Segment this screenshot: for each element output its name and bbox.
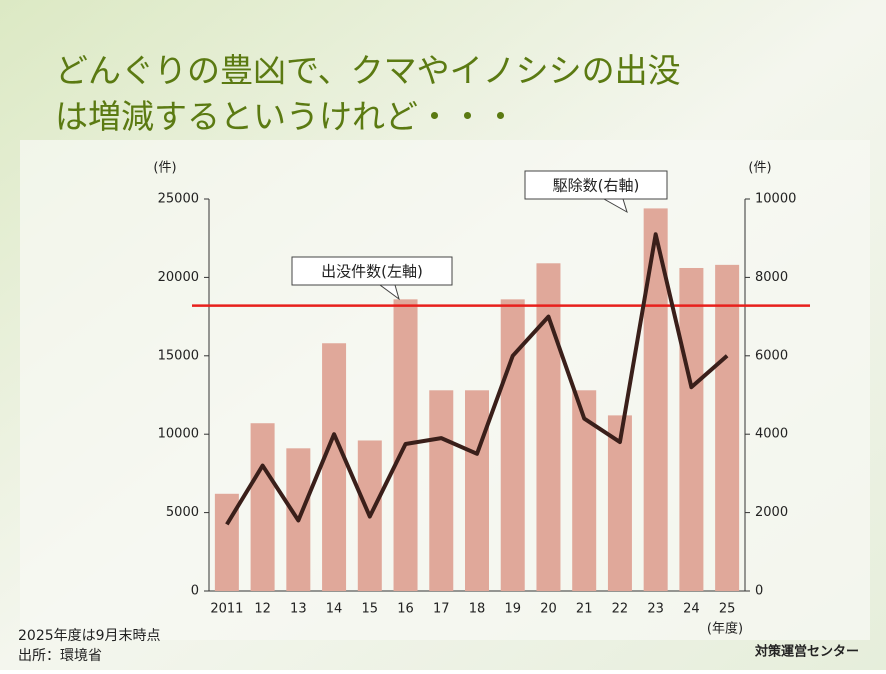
logo: 対策運営センター xyxy=(754,644,859,660)
bar xyxy=(679,268,703,591)
y-tick-label: 15000 xyxy=(158,348,199,363)
chart: どんぐりの豊凶で、クマやイノシシの出没 は増減するというけれど・・・ (件) (… xyxy=(0,0,886,670)
note: 2025年度は9月末時点 xyxy=(18,628,161,644)
callout-label: 駆除数(右軸) xyxy=(553,177,640,195)
y2-tick-label: 8000 xyxy=(755,270,788,285)
y2-tick-label: 2000 xyxy=(755,505,788,520)
bar xyxy=(322,343,346,591)
y-tick-label: 5000 xyxy=(166,505,199,520)
x-tick-label: 2011 xyxy=(210,602,243,617)
x-tick-label: 19 xyxy=(504,602,521,617)
callout-label: 出没件数(左軸) xyxy=(321,263,423,281)
bar xyxy=(536,263,560,591)
x-tick-label: 16 xyxy=(397,602,414,617)
x-tick-label: 18 xyxy=(469,602,486,617)
x-tick-label: 24 xyxy=(683,602,700,617)
x-tick-label: 14 xyxy=(326,602,343,617)
y2-unit: (件) xyxy=(748,161,771,176)
x-tick-label: 22 xyxy=(612,602,629,617)
y-unit: (件) xyxy=(153,161,176,176)
y-tick-label: 10000 xyxy=(158,427,199,442)
bar xyxy=(715,265,739,591)
y-tick-label: 25000 xyxy=(158,192,199,207)
y-tick-label: 20000 xyxy=(158,270,199,285)
bar xyxy=(501,299,525,591)
x-tick-label: 25 xyxy=(719,602,736,617)
x-tick-label: 15 xyxy=(362,602,379,617)
bar xyxy=(465,390,489,591)
y2-tick-label: 4000 xyxy=(755,427,788,442)
x-tick-label: 21 xyxy=(576,602,593,617)
y2-tick-label: 6000 xyxy=(755,348,788,363)
y2-tick-label: 0 xyxy=(755,584,763,599)
x-tick-label: 12 xyxy=(254,602,271,617)
x-tick-label: 23 xyxy=(647,602,664,617)
y-tick-label: 0 xyxy=(191,584,199,599)
x-tick-label: 17 xyxy=(433,602,450,617)
bar xyxy=(251,423,275,591)
title-line: どんぐりの豊凶で、クマやイノシシの出没 xyxy=(55,51,681,90)
x-tick-label: 20 xyxy=(540,602,557,617)
page: どんぐりの豊凶で、クマやイノシシの出没 は増減するというけれど・・・ (件) (… xyxy=(0,0,886,670)
note: 出所：環境省 xyxy=(18,648,102,664)
x-label: (年度) xyxy=(707,621,743,637)
y2-tick-label: 10000 xyxy=(755,192,796,207)
bar xyxy=(429,390,453,591)
x-tick-label: 13 xyxy=(290,602,307,617)
title-line: は増減するというけれど・・・ xyxy=(55,97,517,136)
